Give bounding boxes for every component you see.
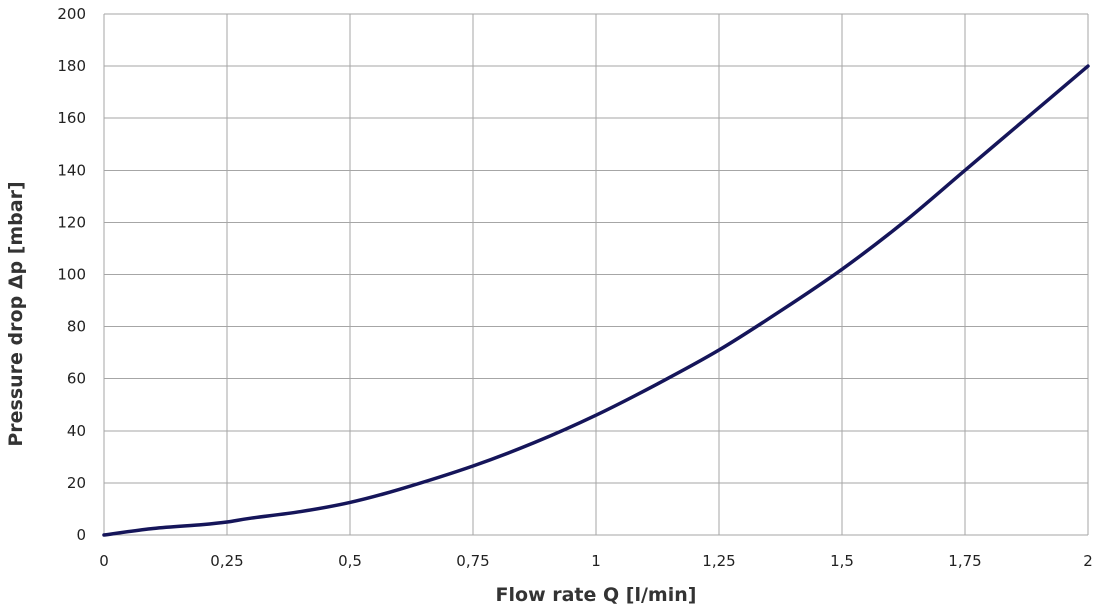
x-tick-label-2: 0,5 (338, 552, 362, 570)
x-tick-label-8: 2 (1083, 552, 1093, 570)
y-tick-label-0: 0 (76, 526, 86, 544)
y-tick-label-1: 20 (67, 474, 86, 492)
grid (103, 13, 1089, 536)
x-axis-title: Flow rate Q [l/min] (496, 584, 697, 604)
y-tick-label-4: 80 (67, 318, 86, 336)
x-tick-label-7: 1,75 (948, 552, 981, 570)
x-tick-label-5: 1,25 (702, 552, 735, 570)
series-line (102, 64, 1090, 537)
x-tick-label-6: 1,5 (830, 552, 854, 570)
y-tick-label-9: 180 (57, 57, 86, 75)
x-tick-label-4: 1 (591, 552, 601, 570)
y-tick-label-3: 60 (67, 370, 86, 388)
y-tick-label-8: 160 (57, 109, 86, 127)
y-tick-label-5: 100 (57, 266, 86, 284)
y-axis-title: Pressure drop Δp [mbar] (5, 181, 27, 446)
x-tick-label-1: 0,25 (210, 552, 243, 570)
y-tick-label-10: 200 (57, 5, 86, 23)
x-tick-labels: 0 0,25 0,5 0,75 1 1,25 1,5 1,75 2 (99, 552, 1093, 570)
y-tick-label-7: 140 (57, 161, 86, 179)
y-tick-label-2: 40 (67, 422, 86, 440)
y-tick-label-6: 120 (57, 213, 86, 231)
x-tick-label-3: 0,75 (456, 552, 489, 570)
y-tick-labels: 0 20 40 60 80 100 120 140 160 180 200 (57, 5, 86, 544)
x-tick-label-0: 0 (99, 552, 109, 570)
